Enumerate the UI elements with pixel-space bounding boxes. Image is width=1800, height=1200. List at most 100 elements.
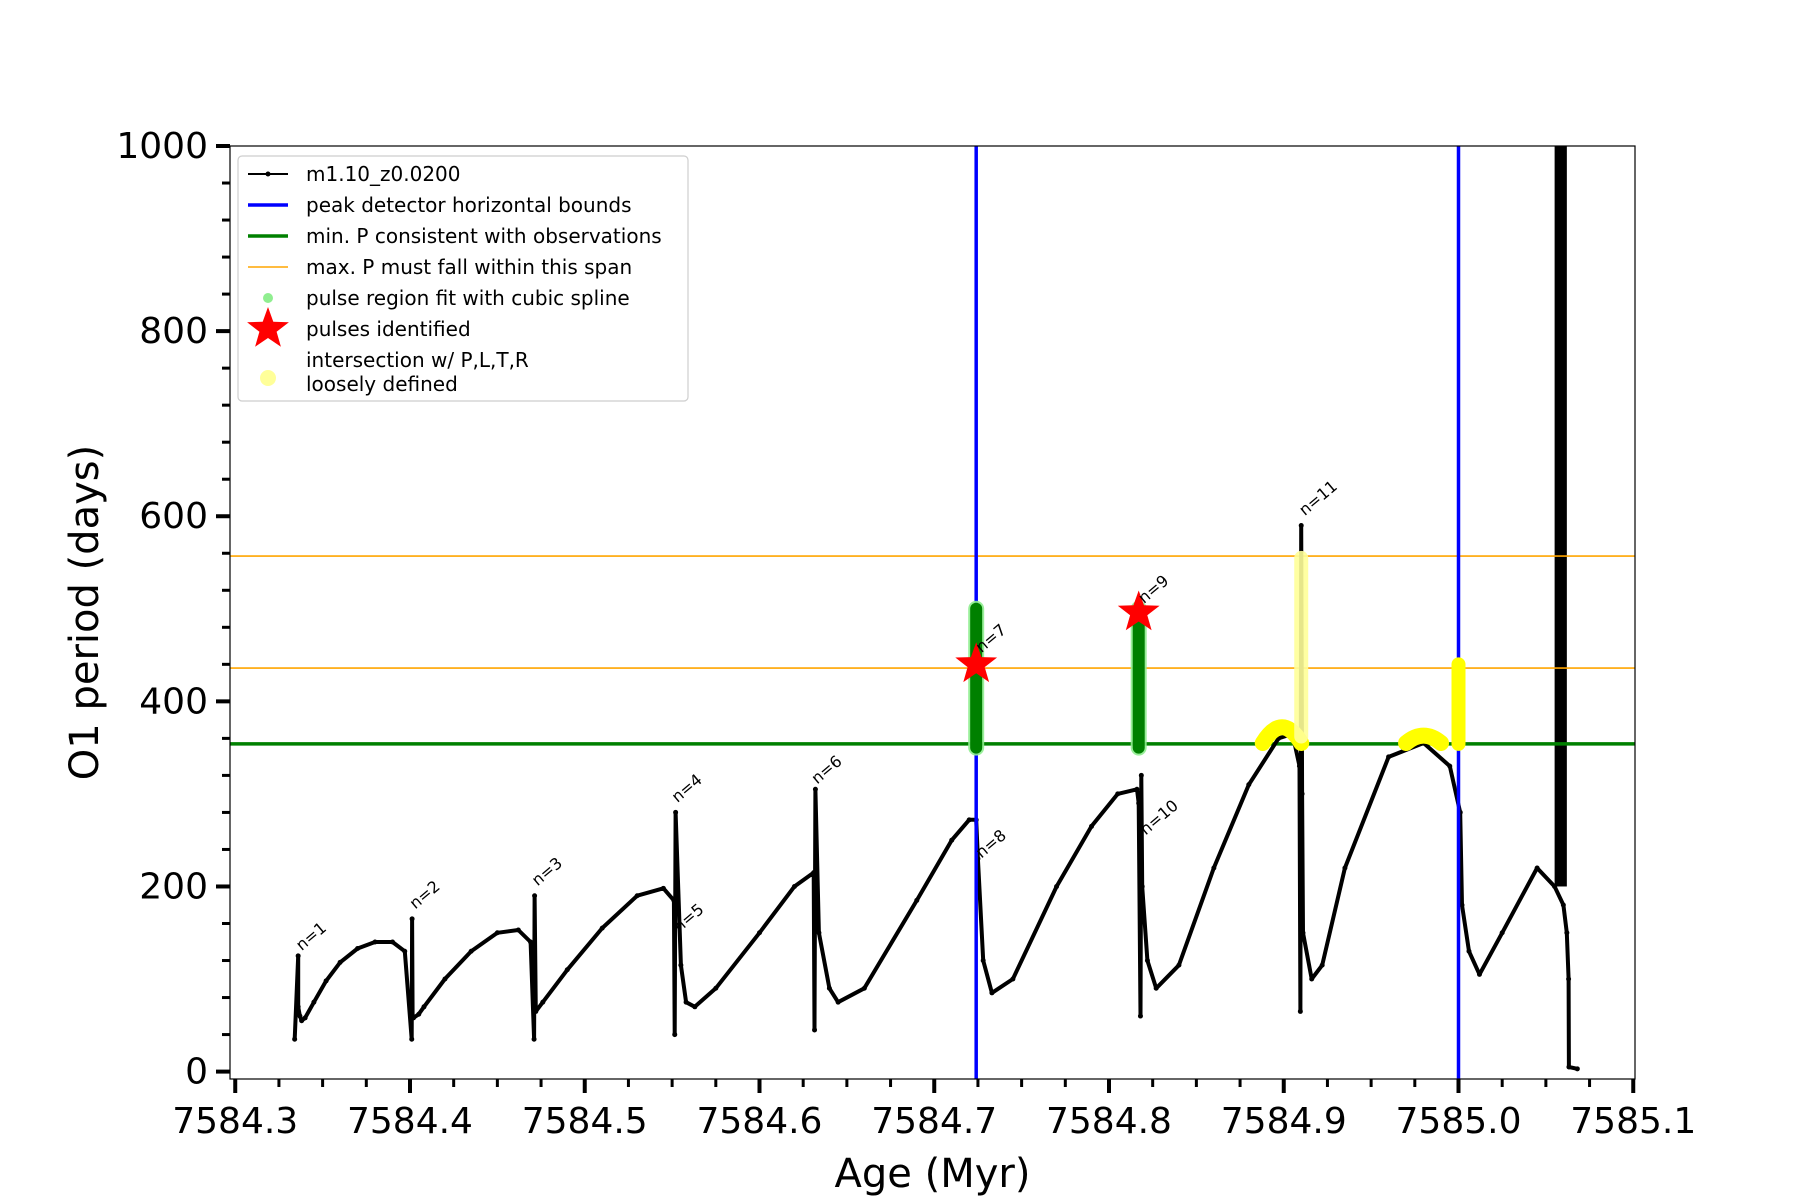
horizontal-reference-lines [230,555,1635,746]
pulse-label-10: n=11 [1295,477,1341,520]
series-point [966,817,972,823]
series-point [756,930,762,936]
y-tick-label: 400 [139,681,208,722]
series-point [1246,782,1252,788]
series-point [835,999,841,1005]
series-point [812,786,818,792]
series-point [295,953,301,959]
y-tick-label: 800 [139,311,208,352]
series-point [1298,522,1304,528]
series-point [812,1027,818,1033]
series-point [1499,930,1505,936]
series-point [540,999,546,1005]
series-point [1319,962,1325,968]
legend-swatch-5 [247,307,289,347]
series-point [1447,763,1453,769]
series-point [1300,930,1306,936]
vertical-reference-lines [974,146,1461,1079]
x-tick-label: 7584.9 [1221,1101,1347,1142]
series-point [295,1004,301,1010]
series-point [1137,1013,1143,1019]
marker-layer [955,550,1466,756]
legend-swatch-6 [260,370,276,386]
series-point [302,1015,308,1021]
dense-oscillation-band [1554,146,1567,887]
series-point [421,1004,427,1010]
pulse-label-0: n=1 [292,918,330,954]
series-point [292,1036,298,1042]
series-point [914,897,920,903]
legend-label-0: m1.10_z0.0200 [306,162,461,186]
series-point [861,985,867,991]
legend-label-1: peak detector horizontal bounds [306,193,632,217]
series-point [1115,791,1121,797]
series-point [442,976,448,982]
x-tick-label: 7585.1 [1570,1101,1696,1142]
x-axis-title: Age (Myr) [835,1151,1031,1197]
y-axis-title: O1 period (days) [62,445,108,780]
series-point [1476,971,1482,977]
series-point [1574,1066,1580,1072]
y-tick-label: 200 [139,866,208,907]
series-point [1566,976,1572,982]
x-tick-label: 7584.3 [172,1101,298,1142]
series-layer [292,522,1580,1072]
legend-label-2: min. P consistent with observations [306,224,662,248]
series-point [1566,1064,1572,1070]
series-point [791,883,797,889]
series-point [409,1036,415,1042]
series-point [1534,865,1540,871]
series-point [949,837,955,843]
series-point [532,893,538,899]
series-point [816,930,822,936]
series-line-m1 [292,523,1578,1071]
axes: 7584.3 7584.4 7584.5 7584.6 7584.7 7584.8 7584… [62,126,1696,1197]
x-tick-label: 7584.8 [1046,1101,1172,1142]
series-point [660,885,666,891]
series-point [1564,930,1570,936]
series-point [1299,791,1305,797]
series-point [402,948,408,954]
series-point [1459,902,1465,908]
legend-label-4: pulse region fit with cubic spline [306,286,630,310]
series-point [599,925,605,931]
series-point [494,930,500,936]
pulse-label-5: n=6 [808,751,846,787]
series-point [1466,948,1472,954]
pulse-star-1 [1117,590,1160,631]
series-point [390,939,396,945]
x-tick-label: 7585.0 [1396,1101,1522,1142]
series-point [468,948,474,954]
series-point [1552,883,1558,889]
x-tick-label: 7584.7 [871,1101,997,1142]
series-point [671,897,677,903]
series-point [1386,754,1392,760]
series-point [528,939,534,945]
series-point [1211,865,1217,871]
series-point [672,1032,678,1038]
series-point [323,978,329,984]
series-point [1342,865,1348,871]
series-point [826,985,832,991]
legend-swatch-dot-0 [265,171,271,177]
x-tick-label: 7584.5 [522,1101,648,1142]
series-point [1153,985,1159,991]
series-point [1136,800,1142,806]
series-point [416,1011,422,1017]
series-point [372,939,378,945]
series-point [409,916,415,922]
series-point [1309,976,1315,982]
series-point [811,870,817,876]
series-point [410,1015,416,1021]
series-point [1176,962,1182,968]
y-tick-label: 0 [185,1052,208,1093]
series-point [531,1036,537,1042]
series-point [1134,786,1140,792]
series-point [564,967,570,973]
series-point [299,1018,305,1024]
series-point [692,1004,698,1010]
legend-swatch-4 [263,293,273,303]
legend-box [237,155,689,402]
